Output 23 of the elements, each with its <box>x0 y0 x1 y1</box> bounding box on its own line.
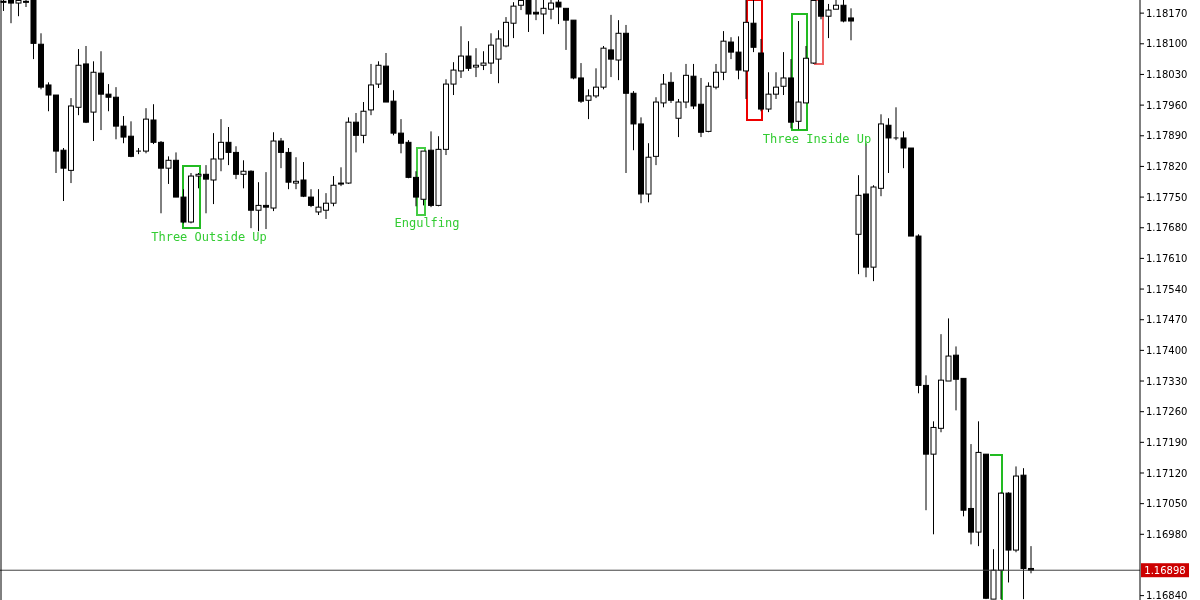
y-tick-label: 1.17540 <box>1146 283 1188 295</box>
annotation: Three Inside Up <box>762 132 872 146</box>
y-tick-label: 1.17330 <box>1146 375 1188 387</box>
annotation: Engulfing <box>394 216 460 230</box>
y-tick-label: 1.17890 <box>1146 130 1188 142</box>
y-tick-label: 1.17470 <box>1146 314 1188 326</box>
y-tick-label: 1.17680 <box>1146 222 1188 234</box>
y-tick-label: 1.17820 <box>1146 160 1188 172</box>
y-tick-label: 1.17610 <box>1146 252 1188 264</box>
y-tick-label: 1.17400 <box>1146 344 1188 356</box>
y-tick-label: 1.17120 <box>1146 467 1188 479</box>
y-tick-label: 1.18170 <box>1146 7 1188 19</box>
y-tick-label: 1.18030 <box>1146 69 1188 80</box>
ref-line-label: 1.16898 <box>1144 565 1186 577</box>
y-tick-label: 1.17050 <box>1146 498 1188 510</box>
annotation: Three Outside Up <box>151 230 267 244</box>
y-tick-label: 1.17960 <box>1146 99 1188 111</box>
y-tick-label: 1.16840 <box>1146 590 1188 600</box>
y-tick-label: 1.17750 <box>1146 191 1188 203</box>
y-tick-label: 1.18100 <box>1146 38 1188 50</box>
y-tick-label: 1.16980 <box>1146 528 1188 540</box>
y-tick-label: 1.17190 <box>1146 436 1188 448</box>
y-tick-label: 1.17260 <box>1146 406 1188 418</box>
